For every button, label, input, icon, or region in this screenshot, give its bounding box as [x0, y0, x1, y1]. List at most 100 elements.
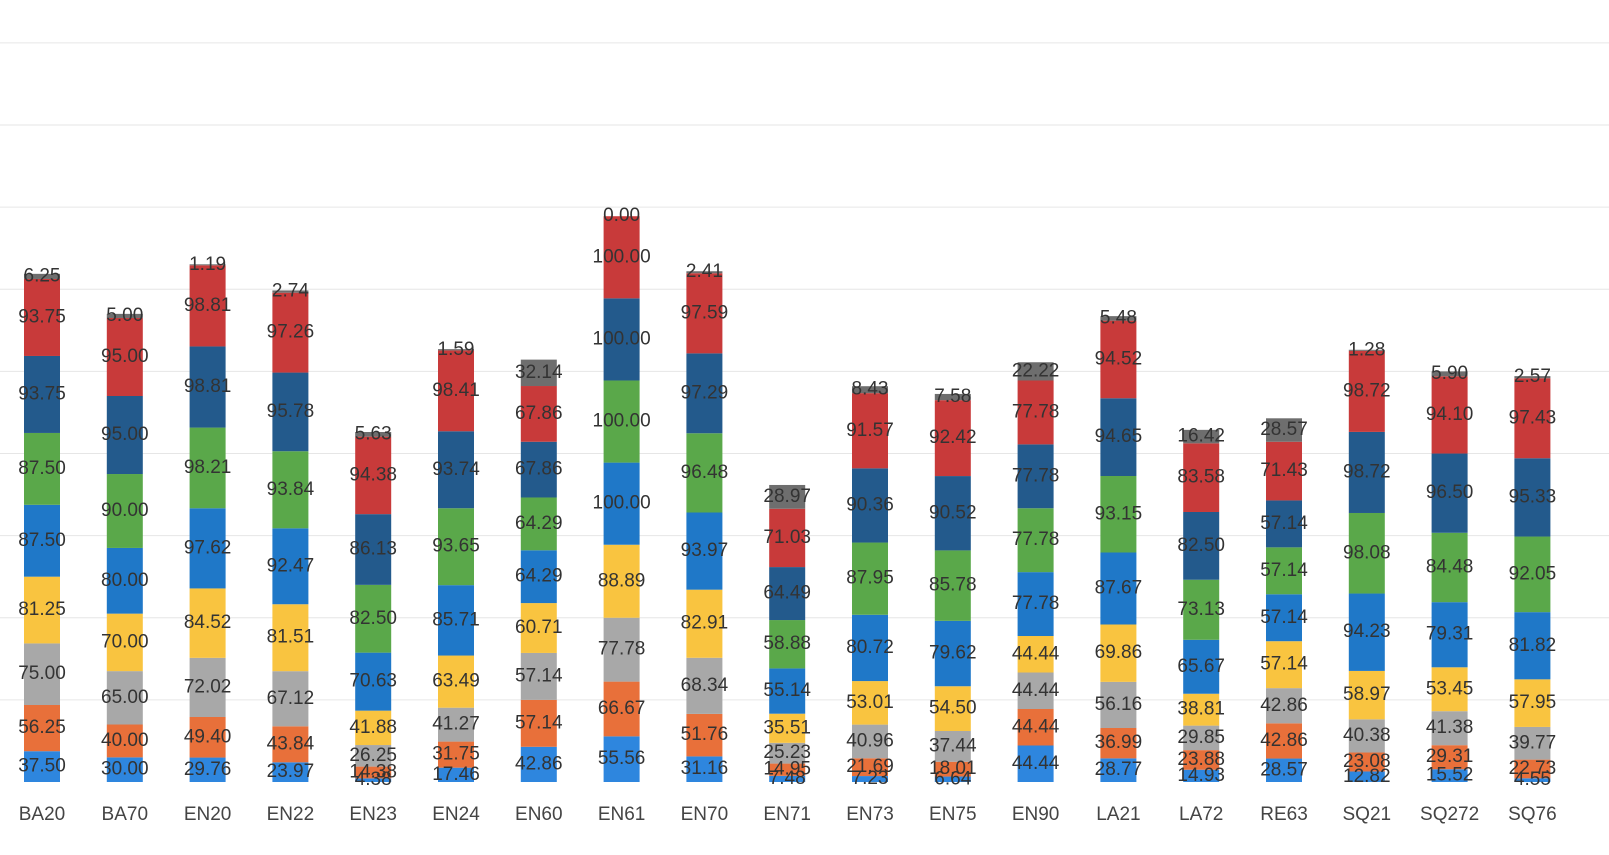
data-label: 60.71 — [515, 617, 563, 638]
data-label: 57.14 — [1260, 560, 1308, 581]
bar-segment — [438, 655, 474, 708]
bar-segment — [934, 686, 971, 732]
category-label: EN75 — [929, 804, 977, 825]
data-label: 37.44 — [929, 735, 977, 756]
bar-segment — [272, 726, 309, 763]
bar-segment — [1100, 398, 1137, 476]
bar-segment — [355, 778, 392, 782]
data-label: 94.52 — [1095, 348, 1143, 369]
data-label: 80.00 — [101, 570, 149, 591]
data-label: 82.50 — [1177, 535, 1225, 556]
bar-segment — [1100, 758, 1137, 782]
data-label: 56.16 — [1095, 694, 1143, 715]
data-label: 23.88 — [1177, 749, 1225, 770]
data-label: 90.36 — [846, 494, 894, 515]
bar-segment — [686, 713, 723, 757]
data-label: 96.50 — [1426, 482, 1474, 503]
bar-segment — [1431, 602, 1468, 668]
data-label: 100.00 — [593, 493, 651, 514]
data-label: 79.31 — [1426, 624, 1474, 645]
bar-segment — [1431, 667, 1468, 712]
data-label: 93.75 — [18, 383, 66, 404]
bar-stack — [189, 264, 226, 782]
bar-segment — [520, 603, 557, 653]
bar-segment — [1431, 711, 1468, 746]
bar-segment — [24, 278, 60, 356]
bar-segment — [1266, 594, 1302, 642]
bar-segment — [769, 742, 806, 764]
data-label: 90.52 — [929, 502, 977, 523]
bar-segment — [852, 468, 888, 543]
data-label: 40.38 — [1343, 725, 1391, 746]
data-label: 14.38 — [349, 762, 397, 783]
data-label: 41.27 — [432, 714, 480, 735]
bar-segment — [1100, 681, 1137, 728]
data-label: 93.65 — [432, 536, 480, 557]
data-label: 71.43 — [1260, 460, 1308, 481]
bar-stack — [852, 386, 888, 782]
data-label: 23.97 — [267, 761, 315, 782]
bar-segment — [24, 643, 60, 706]
data-label: 32.14 — [515, 362, 563, 383]
data-label: 97.26 — [267, 322, 315, 343]
data-label: 5.48 — [1100, 307, 1137, 328]
category-label: EN60 — [515, 804, 563, 825]
bar-segment — [934, 393, 971, 401]
data-label: 44.44 — [1012, 643, 1060, 664]
bar-segment — [1348, 593, 1385, 671]
data-label: 5.63 — [355, 423, 392, 444]
data-label: 93.97 — [681, 540, 729, 561]
data-label: 7.58 — [934, 386, 971, 407]
bar-segment — [1017, 572, 1054, 637]
bar-segment — [1183, 693, 1220, 726]
data-label: 55.56 — [598, 748, 646, 769]
data-label: 35.51 — [763, 717, 811, 738]
data-label: 67.86 — [515, 403, 563, 424]
data-label: 77.78 — [598, 639, 646, 660]
bar-segment — [603, 617, 640, 682]
data-label: 28.57 — [1260, 759, 1308, 780]
bar-segment — [686, 433, 723, 513]
data-label: 55.14 — [763, 680, 811, 701]
bar-segment — [769, 713, 806, 743]
data-label: 82.91 — [681, 613, 729, 634]
data-label: 86.13 — [349, 539, 397, 560]
bar-stack — [355, 432, 392, 782]
bar-segment — [1183, 579, 1220, 640]
bar-segment — [1431, 745, 1468, 770]
bar-segment — [1183, 511, 1220, 580]
data-label: 18.01 — [929, 758, 977, 779]
bar-segment — [1017, 362, 1054, 381]
bar-segment — [1183, 639, 1220, 694]
data-label: 100.00 — [593, 246, 651, 267]
data-label: 5.90 — [1431, 363, 1468, 384]
bar-segment — [355, 432, 392, 437]
bar-segment — [686, 589, 723, 658]
data-label: 16.42 — [1177, 426, 1225, 447]
bar-segment — [852, 542, 888, 615]
data-label: 4.55 — [1514, 769, 1551, 790]
data-label: 98.41 — [432, 380, 480, 401]
bar-segment — [852, 681, 888, 725]
data-label: 29.76 — [184, 759, 232, 780]
data-label: 90.00 — [101, 500, 149, 521]
data-label: 57.14 — [515, 712, 563, 733]
bar-segment — [1100, 320, 1137, 399]
data-label: 100.00 — [593, 411, 651, 432]
bar-segment — [355, 652, 392, 711]
data-label: 64.29 — [515, 513, 563, 534]
data-label: 77.78 — [1012, 529, 1060, 550]
bar-segment — [934, 731, 971, 762]
data-label: 98.72 — [1343, 380, 1391, 401]
bar-segment — [189, 508, 226, 589]
bar-segment — [272, 528, 309, 605]
bar-segment — [189, 716, 226, 758]
bar-segment — [272, 604, 309, 672]
data-label: 97.62 — [184, 537, 232, 558]
data-label: 94.65 — [1095, 426, 1143, 447]
bar-stack — [1431, 371, 1468, 782]
data-label: 77.78 — [1012, 465, 1060, 486]
bar-segment — [355, 436, 392, 515]
data-label: 26.25 — [349, 745, 397, 766]
